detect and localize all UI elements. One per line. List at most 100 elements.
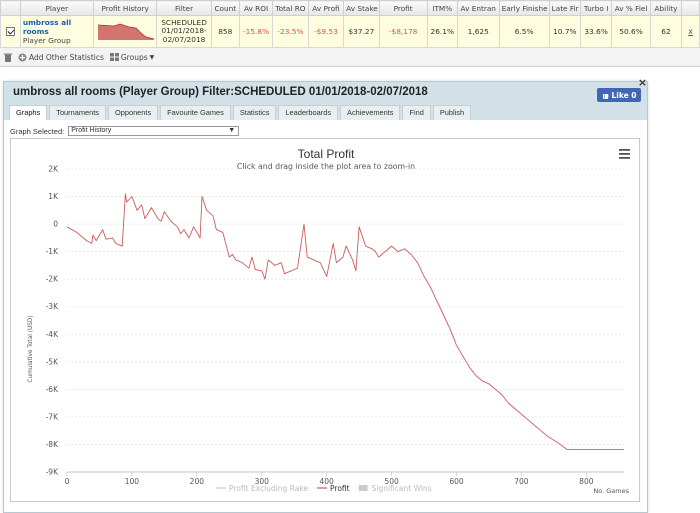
header-profit-history[interactable]: Profit History — [92, 0, 158, 16]
dialog-tabs: Graphs Tournaments Opponents Favourite G… — [9, 105, 472, 120]
tab-statistics[interactable]: Statistics — [232, 105, 277, 120]
early-finish-value: 6.5% — [498, 15, 550, 48]
header-late-finish[interactable]: Late Fir — [548, 0, 581, 16]
profit-value: -$8,178 — [378, 15, 428, 48]
header-itm[interactable]: ITM% — [426, 0, 458, 16]
chart-series — [66, 193, 624, 450]
x-tick-label: 700 — [514, 477, 529, 486]
sparkline-line — [97, 23, 154, 39]
plus-icon — [18, 53, 27, 61]
header-av-entrants[interactable]: Av Entran — [456, 0, 500, 16]
count-value: 858 — [210, 15, 240, 48]
tab-graphs[interactable]: Graphs — [9, 105, 48, 120]
x-tick-label: 600 — [449, 477, 464, 486]
tab-leaderboards[interactable]: Leaderboards — [278, 105, 339, 120]
tab-achievements[interactable]: Achievements — [340, 105, 401, 120]
legend-item[interactable]: Profit — [317, 484, 350, 493]
graph-selected-label: Graph Selected: — [10, 126, 65, 136]
groups-label: Groups — [120, 52, 148, 62]
dialog-header: umbross all rooms (Player Group) Filter:… — [4, 82, 647, 120]
x-tick-label: 300 — [255, 477, 270, 486]
player-group-label: Player Group — [22, 36, 71, 45]
y-axis-ticks: 2K 1K 0 -1K -2K -3K -4K -5K -6K -7K -8K -9K — [46, 165, 59, 477]
late-finish-value: 10.7% — [548, 15, 581, 48]
graph-select-dropdown[interactable]: Profit History ▼ — [68, 126, 240, 136]
legend-item[interactable]: Significant Wins — [358, 484, 432, 493]
x-tick-label: 500 — [384, 477, 399, 486]
filter-line-1: SCHEDULED — [161, 17, 207, 27]
close-icon[interactable]: × — [637, 76, 648, 89]
chart-legend[interactable]: Profit Excluding Rake Profit Significant W… — [216, 484, 432, 493]
y-tick-label: -6K — [46, 385, 59, 394]
y-tick-label: 0 — [53, 220, 58, 229]
grid-header-row: Player Profit History Filter Count Av RO… — [0, 0, 700, 16]
player-cell[interactable]: umbross all rooms Player Group — [19, 15, 94, 48]
header-early-finish[interactable]: Early Finishe — [498, 0, 550, 16]
row-checkbox[interactable] — [5, 27, 15, 36]
av-stake-value: $37.27 — [343, 15, 380, 48]
total-roi-value: -23.5% — [272, 15, 309, 48]
x-tick-label: 800 — [579, 477, 594, 486]
table-row[interactable]: umbross all rooms Player Group SCHEDULED… — [0, 15, 700, 48]
filter-cell: SCHEDULED 01/01/2018- 02/07/2018 — [156, 15, 212, 48]
like-label: Like 0 — [611, 90, 637, 100]
header-turbo[interactable]: Turbo I — [579, 0, 613, 16]
legend-label: Profit Excluding Rake — [229, 484, 308, 493]
remove-row-cell[interactable]: x — [681, 15, 700, 48]
tab-find[interactable]: Find — [402, 105, 431, 120]
x-tick-label: 100 — [125, 477, 140, 486]
av-field-value: 50.6% — [611, 15, 651, 48]
tab-favourite-games[interactable]: Favourite Games — [160, 105, 231, 120]
sparkline-chart — [97, 23, 154, 40]
tab-tournaments[interactable]: Tournaments — [49, 105, 106, 120]
y-tick-label: -1K — [46, 247, 59, 256]
chart-menu-button[interactable] — [619, 149, 630, 159]
legend-item[interactable]: Profit Excluding Rake — [216, 484, 308, 493]
facebook-icon — [603, 94, 609, 99]
add-statistics-button[interactable]: Add Other Statistics — [18, 53, 104, 62]
y-tick-label: -3K — [46, 302, 59, 311]
y-tick-label: -8K — [46, 440, 59, 449]
profit-chart[interactable]: Total Profit Click and drag inside the p… — [11, 139, 641, 503]
chart-container[interactable]: Total Profit Click and drag inside the p… — [10, 138, 640, 502]
player-dialog: umbross all rooms (Player Group) Filter:… — [3, 81, 648, 513]
row-select[interactable] — [0, 15, 21, 48]
header-player[interactable]: Player — [19, 0, 94, 16]
y-tick-label: -4K — [46, 330, 59, 339]
chart-gridlines — [67, 168, 624, 473]
header-av-stake[interactable]: Av Stake — [343, 0, 380, 16]
header-ability[interactable]: Ability — [649, 0, 683, 16]
turbo-value: 33.6% — [579, 15, 613, 48]
header-remove — [681, 0, 700, 16]
header-av-roi[interactable]: Av ROI — [238, 0, 274, 16]
x-axis-ticks: 0 100 200 300 400 500 600 700 800 — [65, 472, 594, 486]
chevron-down-icon: ▼ — [149, 53, 155, 61]
y-tick-label: -2K — [46, 275, 59, 284]
header-total-roi[interactable]: Total RO — [272, 0, 309, 16]
header-av-field[interactable]: Av % Fiel — [611, 0, 651, 16]
trash-icon — [4, 53, 12, 62]
av-entrants-value: 1,625 — [456, 15, 500, 48]
header-count[interactable]: Count — [210, 0, 240, 16]
grid-toolbar: Add Other Statistics Groups ▼ — [4, 51, 154, 63]
y-tick-label: -7K — [46, 412, 59, 421]
sparkline-area — [97, 23, 154, 40]
header-profit[interactable]: Profit — [378, 0, 428, 16]
delete-button[interactable] — [4, 53, 12, 62]
header-av-profit[interactable]: Av Profi — [307, 0, 345, 16]
legend-swatch — [358, 485, 368, 491]
select-header — [0, 0, 21, 16]
ability-value: 62 — [649, 15, 683, 48]
graph-select-value: Profit History — [71, 127, 112, 134]
remove-row-link[interactable]: x — [688, 27, 693, 36]
groups-button[interactable]: Groups ▼ — [109, 52, 155, 62]
add-statistics-label: Add Other Statistics — [29, 52, 104, 62]
tab-opponents[interactable]: Opponents — [107, 105, 159, 120]
y-tick-label: -5K — [46, 357, 59, 366]
player-name-link[interactable]: umbross all rooms — [22, 18, 72, 36]
filter-line-3: 02/07/2018 — [162, 34, 206, 44]
tab-publish[interactable]: Publish — [432, 105, 472, 120]
chart-subtitle: Click and drag inside the plot area to z… — [237, 162, 415, 171]
header-filter[interactable]: Filter — [156, 0, 212, 16]
facebook-like-button[interactable]: Like 0 — [597, 88, 641, 102]
